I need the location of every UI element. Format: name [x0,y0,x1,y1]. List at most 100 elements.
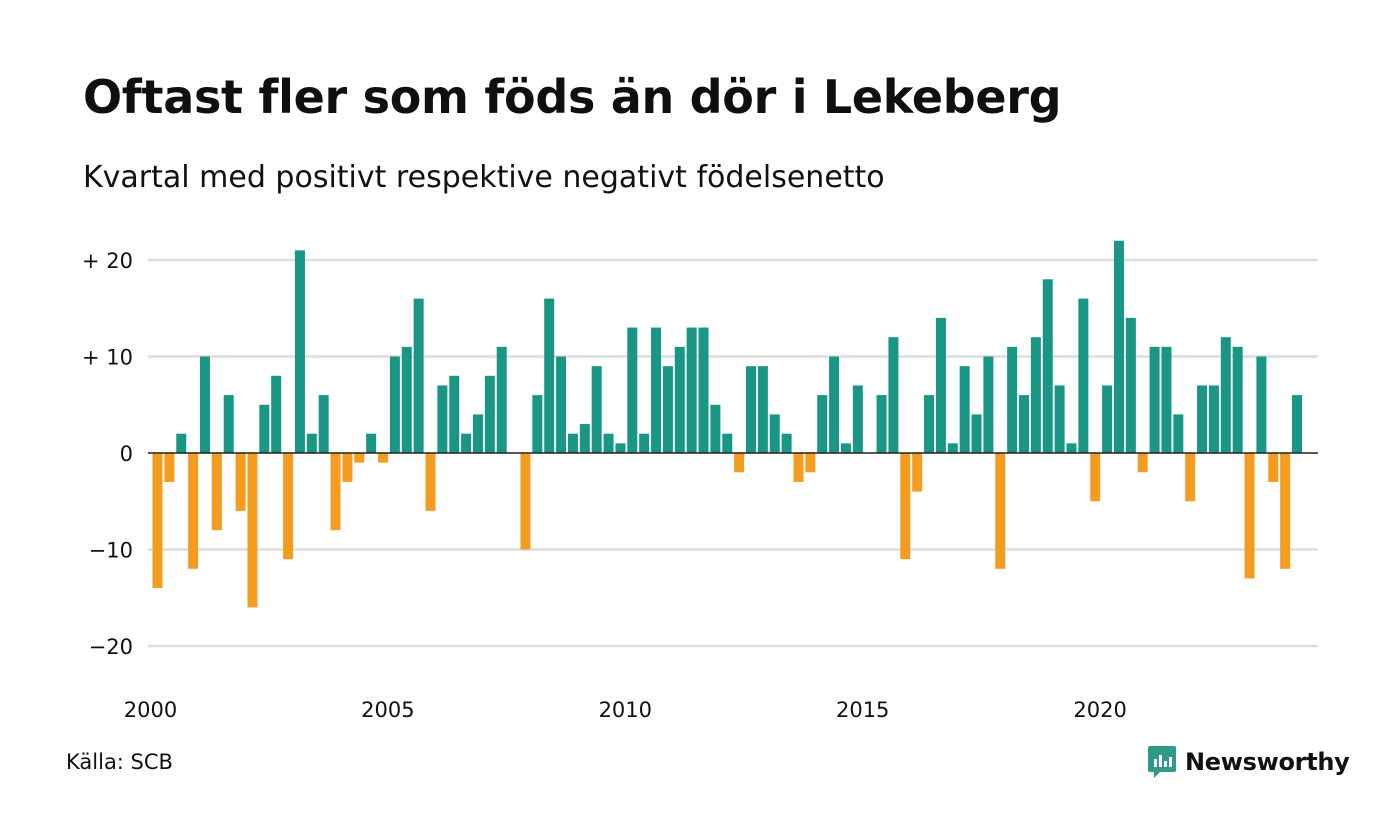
bar [1268,453,1279,482]
bar [425,453,436,511]
bar [199,356,210,453]
bar [722,433,733,453]
bar [1256,356,1267,453]
bar [1078,298,1089,453]
bar [579,424,590,453]
bar [1125,317,1136,453]
bar [354,453,365,463]
y-axis-ticks: + 20 + 10 0 −10 −20 [82,249,133,659]
bar [152,453,163,589]
bar [437,385,448,453]
bar [674,346,685,453]
bar [1090,453,1101,502]
x-tick-label: 2015 [836,698,889,722]
bar [283,453,294,560]
bar [924,395,935,453]
y-tick-label: + 20 [82,249,133,273]
bar [746,366,756,453]
bar [211,453,222,531]
x-tick-label: 2005 [361,698,414,722]
x-tick-label: 2010 [599,698,652,722]
bar [651,327,662,453]
chart-title: Oftast fler som föds än dör i Lekeberg [83,70,1062,124]
bar [1030,337,1041,453]
bar [1280,453,1291,569]
bar [912,453,923,492]
bar [366,433,377,453]
bar [900,453,911,560]
bar [1173,414,1184,453]
bar [947,443,958,453]
bar [995,453,1006,569]
bar [1208,385,1219,453]
bar [532,395,543,453]
bar [164,453,175,482]
bar [176,433,187,453]
bar [401,346,412,453]
bar [662,366,673,453]
y-tick-label: 0 [120,442,133,466]
bar [294,250,305,453]
bars [152,240,1303,608]
y-tick-label: −10 [89,539,133,563]
bar [1292,395,1303,453]
bar [461,433,472,453]
bar [413,298,424,453]
bar [271,375,282,453]
bar [876,395,887,453]
bar [1232,346,1243,453]
bar [1019,395,1030,453]
bar [449,375,460,453]
bar [247,453,258,608]
bar [556,356,567,453]
bar [710,404,721,453]
bar [1244,453,1255,579]
bar [567,433,578,453]
bar [188,453,199,569]
bar [959,366,970,453]
bar [734,453,745,473]
bar [769,414,780,453]
x-axis-ticks: 2000 2005 2010 2015 2020 [124,698,1127,722]
bar [1113,240,1124,453]
bar [378,453,389,463]
bar [235,453,246,511]
bar [805,453,816,473]
chart-subtitle: Kvartal med positivt respektive negativt… [83,160,885,195]
x-tick-label: 2020 [1073,698,1126,722]
bar [520,453,531,550]
bar [698,327,709,453]
bar [971,414,982,453]
bar [1007,346,1018,453]
bar [1161,346,1172,453]
bar [781,433,792,453]
bar [342,453,353,482]
x-tick-label: 2000 [124,698,177,722]
bar-chart: + 20 + 10 0 −10 −20 2000 2005 2010 2015 2020 [82,240,1318,722]
bar [627,327,638,453]
bar [591,366,602,453]
bar [935,317,946,453]
newsworthy-logo-icon [1148,746,1176,778]
bar [639,433,650,453]
bar [1102,385,1113,453]
bar [686,327,697,453]
bar [817,395,828,453]
bar [1149,346,1160,453]
bar [793,453,804,482]
bar [544,298,555,453]
bar [603,433,614,453]
bar [318,395,329,453]
bar [888,337,899,453]
bar [223,395,234,453]
bar [1197,385,1208,453]
bar [615,443,626,453]
bar [757,366,768,453]
bar [330,453,341,531]
bar [983,356,994,453]
bar [829,356,840,453]
source-label: Källa: SCB [66,750,173,774]
brand-logo: Newsworthy [1147,744,1350,780]
bar [1220,337,1231,453]
y-tick-label: −20 [89,635,133,659]
